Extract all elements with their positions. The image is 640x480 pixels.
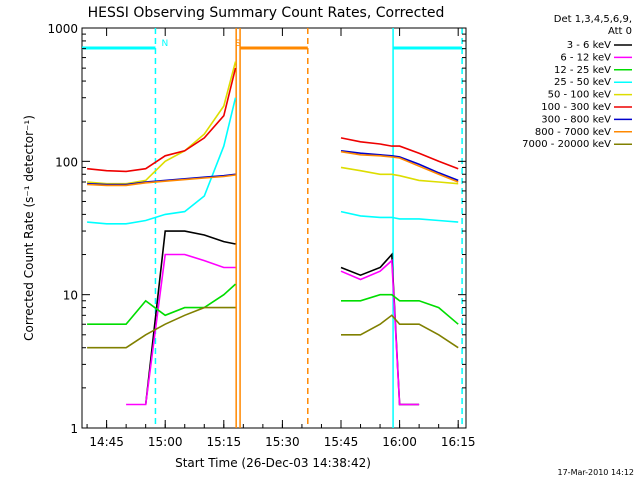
series-line (340, 150, 459, 182)
axes: 14:45 15:00 15:15 15:30 15:45 16:00 16:15 1 10 10… (47, 22, 475, 449)
x-axis-label: Start Time (26-Dec-03 14:38:42) (175, 456, 371, 470)
series-line (126, 253, 236, 406)
legend-header-line-1: Det 1,3,4,5,6,9, (554, 14, 632, 25)
x-tick-label: 14:45 (89, 435, 124, 449)
plot-area (81, 27, 467, 429)
x-tick-label: 16:00 (382, 435, 417, 449)
legend-entry-label: 6 - 12 keV (560, 52, 611, 63)
plot-frame (81, 27, 467, 429)
y-tick-label: 1000 (47, 22, 78, 36)
legend-entry-label: 800 - 7000 keV (535, 127, 611, 138)
series-line (341, 293, 459, 325)
vertical-markers (154, 28, 463, 428)
series-line (340, 137, 459, 170)
chart-title: HESSI Observing Summary Count Rates, Cor… (88, 5, 445, 21)
flag-label: N (161, 39, 168, 49)
series-line (87, 174, 236, 187)
series-line (87, 67, 237, 173)
legend-entry-label: 100 - 300 keV (541, 102, 611, 113)
legend-entry-label: 300 - 800 keV (541, 114, 611, 125)
legend-header-line-2: Att 0 (608, 26, 632, 37)
series-lines (87, 61, 459, 406)
series-line (340, 258, 420, 406)
series-line (87, 283, 237, 326)
y-tick-label: 10 (63, 289, 78, 303)
legend-entry-label: 25 - 50 keV (554, 77, 611, 88)
x-tick-label: 15:45 (324, 435, 359, 449)
series-line (340, 210, 459, 223)
y-tick-label: 100 (55, 155, 78, 169)
legend-entry-label: 50 - 100 keV (548, 90, 612, 101)
x-tick-label: 15:15 (207, 435, 242, 449)
legend-entry-label: 12 - 25 keV (554, 65, 611, 76)
series-line (87, 97, 237, 225)
x-tick-label: 16:15 (441, 435, 476, 449)
footer-date: 17-Mar-2010 14:12 (558, 468, 635, 477)
legend-entry-label: 7000 - 20000 keV (522, 139, 611, 150)
y-axis-label: Corrected Count Rate (s⁻¹ detector⁻¹) (22, 115, 36, 341)
flag-label: S (235, 39, 241, 49)
series-line (341, 314, 459, 349)
y-tick-label: 1 (70, 422, 78, 436)
series-line (87, 306, 236, 349)
x-tick-label: 15:00 (148, 435, 183, 449)
legend-entry-label: 3 - 6 keV (567, 40, 611, 51)
series-line (87, 61, 237, 185)
series-line (340, 150, 459, 183)
x-tick-label: 15:30 (265, 435, 300, 449)
series-line (340, 166, 459, 185)
series-line (144, 230, 236, 405)
